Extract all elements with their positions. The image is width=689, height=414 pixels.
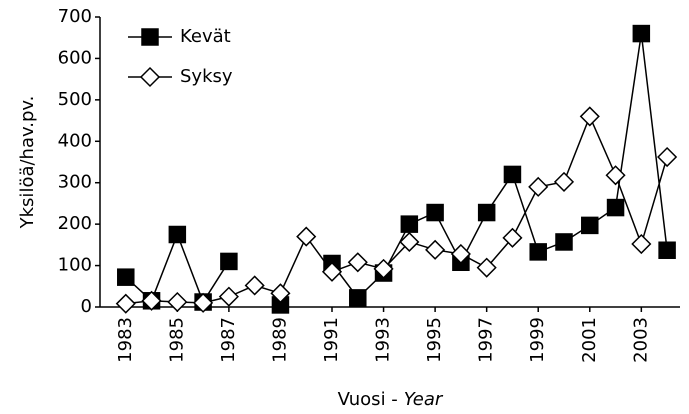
square-marker xyxy=(606,198,625,217)
x-tick-label: 1995 xyxy=(424,317,445,363)
legend-label: Syksy xyxy=(180,66,233,87)
y-tick-label: 0 xyxy=(81,296,92,317)
x-axis-title-part: Vuosi - xyxy=(338,389,398,410)
square-marker xyxy=(400,215,419,233)
diamond-marker xyxy=(502,227,523,248)
square-marker xyxy=(168,225,187,244)
diamond-marker xyxy=(476,257,497,278)
diamond-marker xyxy=(270,283,291,304)
legend-marker xyxy=(141,28,159,46)
square-marker xyxy=(477,203,496,222)
y-tick-label: 700 xyxy=(58,6,92,27)
x-tick-label: 1985 xyxy=(166,317,187,363)
y-tick-label: 100 xyxy=(58,255,92,276)
diamond-marker xyxy=(528,176,549,197)
diamond-marker xyxy=(373,258,394,279)
square-marker xyxy=(555,233,573,251)
diamond-marker xyxy=(579,106,600,127)
square-marker xyxy=(581,216,599,235)
y-axis-title: Yksilöä/hav.pv. xyxy=(17,96,38,230)
square-marker xyxy=(658,241,676,259)
x-tick-label: 2003 xyxy=(630,317,651,363)
square-marker xyxy=(117,268,135,286)
x-tick-label: 1991 xyxy=(321,317,342,363)
square-marker xyxy=(220,252,238,271)
x-tick-label: 2001 xyxy=(579,317,600,363)
x-tick-label: 1989 xyxy=(269,317,290,363)
diamond-marker xyxy=(657,146,678,168)
x-axis-title-italic: Year xyxy=(404,389,444,410)
square-marker xyxy=(503,165,522,184)
diamond-marker xyxy=(141,290,162,311)
square-marker xyxy=(632,24,651,43)
diamond-marker xyxy=(347,252,368,273)
diamond-marker xyxy=(631,233,652,255)
diamond-marker xyxy=(450,243,471,265)
series-line xyxy=(125,114,668,305)
square-marker xyxy=(349,289,367,307)
x-tick-label: 1987 xyxy=(218,317,239,363)
diamond-marker xyxy=(399,231,420,253)
y-tick-label: 200 xyxy=(58,213,92,234)
diamond-marker xyxy=(193,292,214,313)
x-tick-label: 1993 xyxy=(373,317,394,363)
square-marker xyxy=(529,243,547,261)
legend-label: Kevät xyxy=(180,26,231,47)
diamond-marker xyxy=(218,286,239,307)
legend-marker xyxy=(139,66,161,88)
y-tick-label: 300 xyxy=(58,172,92,193)
diamond-marker xyxy=(605,165,626,186)
diamond-marker xyxy=(425,239,446,260)
diamond-marker xyxy=(167,291,188,313)
square-marker xyxy=(426,203,444,222)
diamond-marker xyxy=(244,275,265,296)
diamond-marker xyxy=(321,261,343,282)
diamond-marker xyxy=(296,226,317,247)
x-tick-label: 1983 xyxy=(115,317,136,363)
x-axis-title: Vuosi - Year xyxy=(338,389,444,410)
diamond-marker xyxy=(553,171,575,192)
y-tick-label: 600 xyxy=(58,47,92,68)
x-tick-label: 1999 xyxy=(527,317,548,363)
x-tick-label: 1997 xyxy=(476,317,497,363)
y-tick-label: 400 xyxy=(58,130,92,151)
y-tick-label: 500 xyxy=(58,89,92,110)
diamond-marker xyxy=(115,293,136,314)
